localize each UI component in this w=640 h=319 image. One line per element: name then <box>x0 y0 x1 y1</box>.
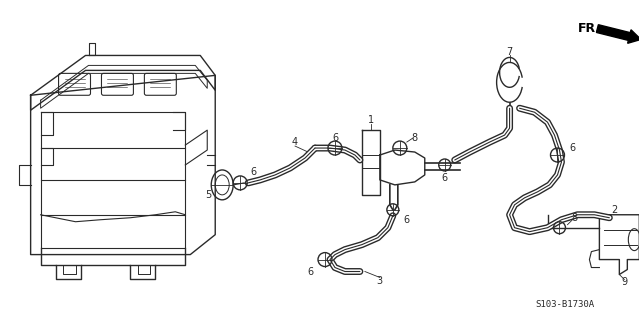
Text: S103-B1730A: S103-B1730A <box>535 300 594 309</box>
Text: 3: 3 <box>377 277 383 286</box>
Text: 4: 4 <box>292 137 298 147</box>
Text: FR.: FR. <box>577 22 600 35</box>
Text: 6: 6 <box>404 215 410 225</box>
FancyArrow shape <box>596 25 640 43</box>
Text: 6: 6 <box>307 266 313 277</box>
Text: 9: 9 <box>621 278 627 287</box>
Text: 6: 6 <box>442 173 448 183</box>
Text: 6: 6 <box>570 143 575 153</box>
Text: 7: 7 <box>506 48 513 57</box>
Text: 5: 5 <box>205 190 211 200</box>
Text: 2: 2 <box>611 205 618 215</box>
Text: 1: 1 <box>368 115 374 125</box>
Text: 6: 6 <box>250 167 256 177</box>
Text: 8: 8 <box>572 213 577 223</box>
Text: 8: 8 <box>412 133 418 143</box>
Text: 6: 6 <box>332 133 338 143</box>
